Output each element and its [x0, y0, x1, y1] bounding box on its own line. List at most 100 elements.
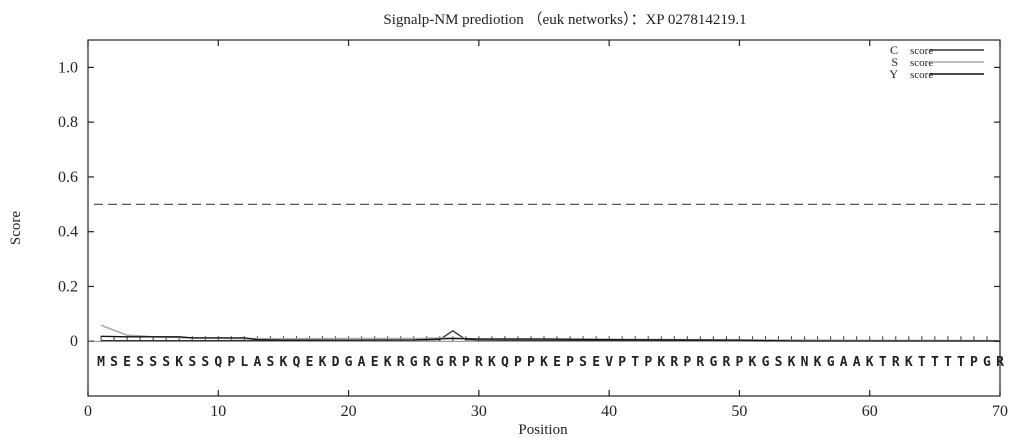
- sequence-residue: S: [149, 355, 157, 370]
- sequence-residue: K: [866, 355, 874, 370]
- x-tick-label: 20: [341, 403, 357, 420]
- y-tick-label: 1.0: [58, 59, 78, 76]
- sequence-residue: K: [814, 355, 822, 370]
- sequence-residue: A: [358, 355, 366, 370]
- sequence-residue: S: [201, 355, 209, 370]
- x-tick-label: 50: [731, 403, 747, 420]
- sequence-residue: R: [423, 355, 431, 370]
- sequence-residue: K: [319, 355, 327, 370]
- sequence-residue: T: [944, 355, 952, 370]
- sequence-residue: P: [514, 355, 522, 370]
- sequence-residue: Q: [214, 355, 222, 370]
- legend-letter-c: C: [890, 43, 898, 57]
- sequence-residue: N: [801, 355, 809, 370]
- sequence-residue: R: [892, 355, 900, 370]
- sequence-residue: S: [775, 355, 783, 370]
- sequence-residue: G: [410, 355, 418, 370]
- sequence-residue: K: [540, 355, 548, 370]
- sequence-residue: P: [644, 355, 652, 370]
- y-tick-label: 0.4: [58, 224, 78, 241]
- sequence-residue: D: [332, 355, 340, 370]
- sequence-residue: T: [631, 355, 639, 370]
- sequence-residue: R: [996, 355, 1004, 370]
- sequence-residue: P: [527, 355, 535, 370]
- x-tick-label: 10: [210, 403, 226, 420]
- sequence-residue: S: [110, 355, 118, 370]
- sequence-residue: E: [553, 355, 561, 370]
- sequence-residue: P: [227, 355, 235, 370]
- legend-label-s: score: [910, 57, 933, 69]
- sequence-residue: Q: [501, 355, 509, 370]
- legend-letter-y: Y: [889, 67, 898, 81]
- y-axis-label: Score: [8, 211, 24, 245]
- x-tick-label: 70: [992, 403, 1008, 420]
- axes-layer: 0 0.2 0.4 0.6 0.8 1.0 0 10 20 30 40 50 60 70: [58, 39, 1008, 420]
- sequence-residue: R: [449, 355, 457, 370]
- sequence-residue: E: [306, 355, 314, 370]
- y-tick-label: 0.6: [58, 169, 78, 186]
- sequence-residue: K: [749, 355, 757, 370]
- sequence-residue: P: [618, 355, 626, 370]
- legend-label-y: score: [910, 69, 933, 81]
- sequence-residue: G: [345, 355, 353, 370]
- sequence-residue: T: [957, 355, 965, 370]
- sequence-residue: A: [840, 355, 848, 370]
- sequence-residue: S: [162, 355, 170, 370]
- sequence-residue: K: [788, 355, 796, 370]
- sequence-residue: G: [436, 355, 444, 370]
- x-tick-label: 0: [84, 403, 92, 420]
- series-y-line: [100, 335, 1000, 342]
- chart-title: Signalp-NM prediotion （euk networks）：XP …: [383, 11, 746, 28]
- sequence-residue: P: [566, 355, 574, 370]
- sequence-residue: T: [931, 355, 939, 370]
- sequence-residue: A: [253, 355, 261, 370]
- legend-letter-s: S: [891, 55, 898, 69]
- sequence-residue: G: [762, 355, 770, 370]
- y-tick-label: 0.2: [58, 278, 78, 295]
- sequence-residue: E: [371, 355, 379, 370]
- sequence-residue: K: [175, 355, 183, 370]
- sequence-residue: K: [384, 355, 392, 370]
- plot-frame: [87, 39, 1001, 397]
- sequence-residue: Q: [293, 355, 301, 370]
- x-tick-label: 60: [862, 403, 878, 420]
- sequence-residue: L: [240, 355, 248, 370]
- sequence-residue: S: [188, 355, 196, 370]
- sequence-residue: G: [709, 355, 717, 370]
- sequence-residue: R: [722, 355, 730, 370]
- sequence-residue: A: [853, 355, 861, 370]
- sequence-residue: T: [879, 355, 887, 370]
- sequence-residue: K: [280, 355, 288, 370]
- sequence-residue: T: [918, 355, 926, 370]
- sequence-residue: R: [397, 355, 405, 370]
- x-tick-label: 30: [471, 403, 487, 420]
- sequence-residue: R: [475, 355, 483, 370]
- series-layer: [100, 324, 1001, 342]
- sequence-residue: P: [683, 355, 691, 370]
- legend-label-c: score: [910, 45, 933, 57]
- sequence-residue: P: [970, 355, 978, 370]
- y-tick-label: 0: [70, 333, 78, 350]
- sequence-residue: R: [670, 355, 678, 370]
- sequence-residue: K: [488, 355, 496, 370]
- sequence-residue: S: [579, 355, 587, 370]
- sequence-residue: E: [592, 355, 600, 370]
- sequence-residue: S: [266, 355, 274, 370]
- sequence-residue: M: [97, 355, 105, 370]
- sequence-residue: G: [983, 355, 991, 370]
- sequence-residue: G: [827, 355, 835, 370]
- sequence-residue: S: [136, 355, 144, 370]
- sequence-residue: K: [905, 355, 913, 370]
- x-axis-label: Position: [518, 422, 568, 438]
- sequence-residue: R: [696, 355, 704, 370]
- sequence-residue: K: [657, 355, 665, 370]
- sequence-residue: E: [123, 355, 131, 370]
- sequence-residue: P: [736, 355, 744, 370]
- sequence-residue: P: [462, 355, 470, 370]
- x-tick-label: 40: [601, 403, 617, 420]
